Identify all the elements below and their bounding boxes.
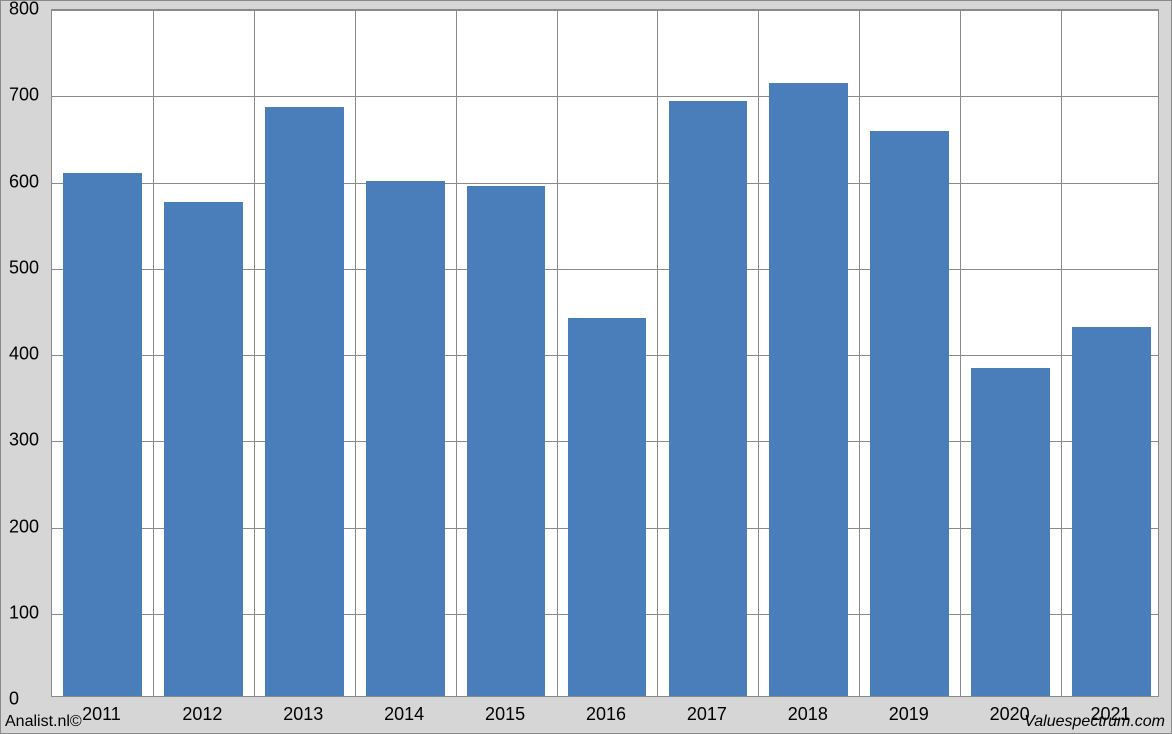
y-tick-label: 200 — [9, 516, 39, 537]
x-tick-label: 2017 — [687, 704, 727, 725]
gridline-v — [254, 10, 255, 696]
gridline-h — [52, 183, 1158, 184]
chart-frame: 2011201220132014201520162017201820192020… — [0, 0, 1172, 734]
gridline-v — [859, 10, 860, 696]
x-tick-label: 2015 — [485, 704, 525, 725]
y-tick-label: 500 — [9, 257, 39, 278]
x-tick-label: 2012 — [182, 704, 222, 725]
y-tick-label: 800 — [9, 0, 39, 20]
x-tick-label: 2019 — [889, 704, 929, 725]
gridline-h — [52, 96, 1158, 97]
plot-area — [51, 9, 1159, 697]
bar — [63, 173, 142, 696]
bar — [164, 202, 243, 696]
bar — [669, 101, 748, 696]
bar — [870, 131, 949, 696]
gridline-v — [657, 10, 658, 696]
y-tick-label: 0 — [9, 689, 19, 710]
gridline-v — [456, 10, 457, 696]
y-tick-label: 700 — [9, 85, 39, 106]
x-tick-label: 2016 — [586, 704, 626, 725]
attribution-left: Analist.nl© — [5, 713, 82, 731]
gridline-v — [1061, 10, 1062, 696]
gridline-v — [758, 10, 759, 696]
attribution-right: Valuespectrum.com — [1024, 713, 1165, 731]
x-tick-label: 2018 — [788, 704, 828, 725]
bar — [265, 107, 344, 696]
bar — [366, 181, 445, 696]
y-tick-label: 100 — [9, 602, 39, 623]
gridline-h — [52, 10, 1158, 11]
bar — [769, 83, 848, 696]
x-tick-label: 2011 — [82, 704, 121, 725]
y-tick-label: 600 — [9, 171, 39, 192]
bar — [568, 318, 647, 696]
bar — [467, 186, 546, 696]
bar — [1072, 327, 1151, 696]
x-tick-label: 2013 — [283, 704, 323, 725]
gridline-v — [960, 10, 961, 696]
gridline-v — [557, 10, 558, 696]
x-tick-label: 2014 — [384, 704, 424, 725]
y-tick-label: 400 — [9, 344, 39, 365]
y-tick-label: 300 — [9, 430, 39, 451]
gridline-v — [355, 10, 356, 696]
bar — [971, 368, 1050, 696]
gridline-v — [153, 10, 154, 696]
